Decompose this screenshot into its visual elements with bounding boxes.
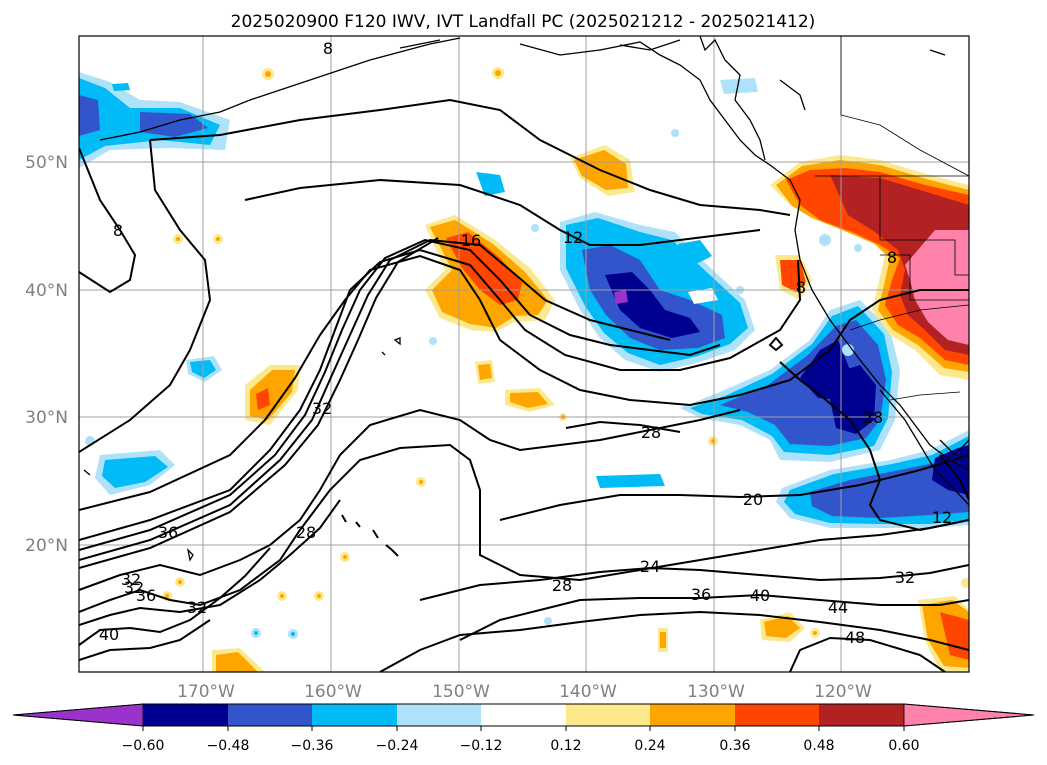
colorbar-tick-label: −0.36 bbox=[291, 738, 334, 754]
shade-neg-plume bbox=[800, 340, 876, 434]
shade-pos-ne bbox=[905, 230, 969, 345]
shade-pos-small bbox=[216, 652, 258, 672]
shade-pos-small bbox=[510, 392, 548, 408]
colorbar-tick-label: −0.48 bbox=[207, 738, 250, 754]
contour-label: 24 bbox=[640, 557, 660, 576]
shade-pos-band bbox=[446, 232, 522, 305]
contour-label: 32 bbox=[121, 570, 141, 589]
shade-neg-small bbox=[476, 172, 505, 196]
colorbar-ticks bbox=[142, 726, 905, 731]
shade-neg-small bbox=[102, 456, 168, 488]
lat-label: 50°N bbox=[25, 153, 68, 173]
contour-label: 28 bbox=[641, 423, 661, 442]
shade-neg-blue bbox=[79, 95, 208, 137]
contour-label: 8 bbox=[113, 221, 123, 240]
colorbar-tick-label: 0.36 bbox=[719, 738, 750, 754]
colorbar-tick-label: 0.60 bbox=[888, 738, 919, 754]
contour-label: 8 bbox=[796, 278, 806, 297]
map-panel: 8 8 16 12 8 8 32 28 28 28 20 24 28 36 36… bbox=[25, 35, 970, 702]
contour-label: 12 bbox=[563, 228, 583, 247]
shade-pos-small bbox=[764, 616, 800, 638]
colorbar-segment bbox=[566, 704, 650, 726]
lat-label: 20°N bbox=[25, 536, 68, 556]
contour-label: 32 bbox=[312, 399, 332, 418]
lon-label: 160°W bbox=[304, 682, 362, 702]
lon-label: 170°W bbox=[177, 682, 235, 702]
colorbar-tick-label: −0.60 bbox=[122, 738, 165, 754]
contour-label: 32 bbox=[124, 578, 144, 597]
lon-axis: 170°W 160°W 150°W 140°W 130°W 120°W bbox=[177, 682, 872, 702]
contour-label: 12 bbox=[932, 508, 952, 527]
contour-label: 40 bbox=[99, 625, 119, 644]
shade-neg-small bbox=[112, 83, 130, 91]
colorbar-extend-left bbox=[12, 703, 144, 727]
contour-label: 8 bbox=[887, 248, 897, 267]
shade-pos-small bbox=[256, 388, 270, 410]
colorbar: −0.60 −0.48 −0.36 −0.24 −0.12 0.12 0.24 … bbox=[12, 703, 1035, 754]
colorbar-tick-label: 0.48 bbox=[803, 738, 834, 754]
lat-axis: 50°N 40°N 30°N 20°N bbox=[25, 153, 68, 556]
contour-label: 40 bbox=[750, 586, 770, 605]
contour-label: 28 bbox=[863, 408, 883, 427]
colorbar-tick-label: 0.12 bbox=[550, 738, 581, 754]
shade-neg-small bbox=[678, 240, 712, 265]
shade-neg-central bbox=[605, 272, 700, 338]
lon-label: 120°W bbox=[814, 682, 872, 702]
colorbar-segment bbox=[397, 704, 481, 726]
lon-label: 140°W bbox=[559, 682, 617, 702]
contour-labels: 8 8 16 12 8 8 32 28 28 28 20 24 28 36 36… bbox=[99, 39, 952, 647]
shade-hole bbox=[688, 288, 718, 304]
colorbar-segment bbox=[312, 704, 397, 726]
map-frame bbox=[78, 35, 970, 673]
lat-label: 40°N bbox=[25, 281, 68, 301]
colorbar-tick-label: 0.24 bbox=[634, 738, 665, 754]
lat-label: 30°N bbox=[25, 408, 68, 428]
contour-label: 32 bbox=[895, 568, 915, 587]
lon-label: 150°W bbox=[432, 682, 490, 702]
contour-label: 36 bbox=[158, 523, 178, 542]
colorbar-segment bbox=[735, 704, 819, 726]
contour-label: 36 bbox=[136, 586, 156, 605]
colorbar-segment bbox=[481, 704, 566, 726]
contour-label: 20 bbox=[743, 490, 763, 509]
colorbar-tick-label: −0.12 bbox=[460, 738, 503, 754]
shade-neg-small bbox=[720, 78, 758, 94]
colorbar-segment bbox=[228, 704, 312, 726]
colorbar-extend-right bbox=[903, 703, 1035, 727]
plot-title: 2025020900 F120 IWV, IVT Landfall PC (20… bbox=[231, 12, 816, 32]
contour-label: 36 bbox=[691, 585, 711, 604]
contour-label: 8 bbox=[323, 39, 333, 58]
shade-pos-small bbox=[478, 364, 492, 380]
shade-neg-core bbox=[614, 290, 628, 304]
colorbar-segment bbox=[143, 704, 228, 726]
shade-neg-small bbox=[596, 474, 665, 488]
contour-lines bbox=[79, 98, 969, 672]
colorbar-tick-label: −0.24 bbox=[376, 738, 419, 754]
colorbar-segment bbox=[819, 704, 904, 726]
contour-label: 28 bbox=[296, 523, 316, 542]
political-borders bbox=[815, 36, 969, 401]
lon-label: 130°W bbox=[687, 682, 745, 702]
contour-label: 16 bbox=[461, 231, 481, 250]
contour-label: 48 bbox=[845, 628, 865, 647]
contour-label: 44 bbox=[828, 598, 848, 617]
colorbar-segment bbox=[650, 704, 735, 726]
coastlines bbox=[83, 36, 969, 562]
contour-label: 28 bbox=[552, 576, 572, 595]
contour-label: 32 bbox=[187, 598, 207, 617]
shade-pos-small bbox=[660, 632, 666, 648]
gridlines bbox=[79, 36, 969, 672]
